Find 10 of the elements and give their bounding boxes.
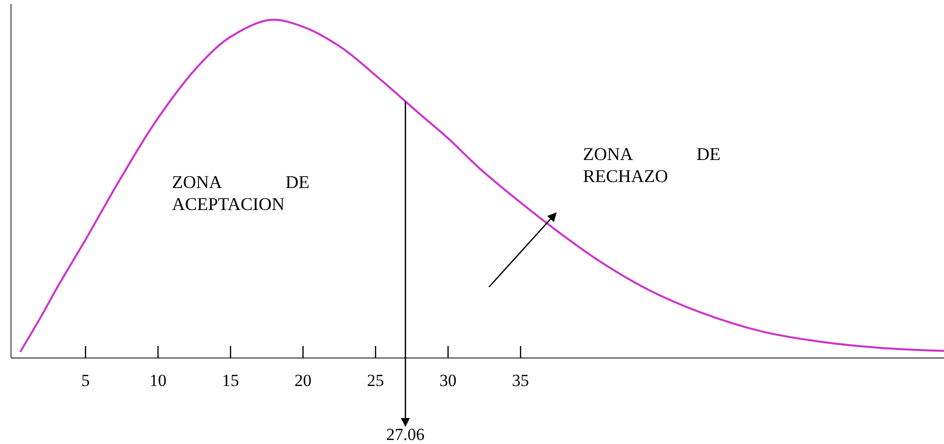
ref-line-label: 27.06: [386, 425, 425, 444]
x-tick-label: 10: [150, 371, 167, 390]
x-tick-label: 25: [367, 371, 384, 390]
x-tick-label: 15: [222, 371, 240, 390]
x-tick-label: 35: [512, 371, 530, 390]
annotation: ZONA DE ACEPTACION: [172, 172, 310, 214]
x-tick-label: 30: [440, 371, 457, 390]
x-tick-label: 20: [294, 371, 312, 390]
x-tick-label: 5: [81, 371, 90, 390]
annotation: ZONA DE RECHAZO: [583, 144, 720, 186]
